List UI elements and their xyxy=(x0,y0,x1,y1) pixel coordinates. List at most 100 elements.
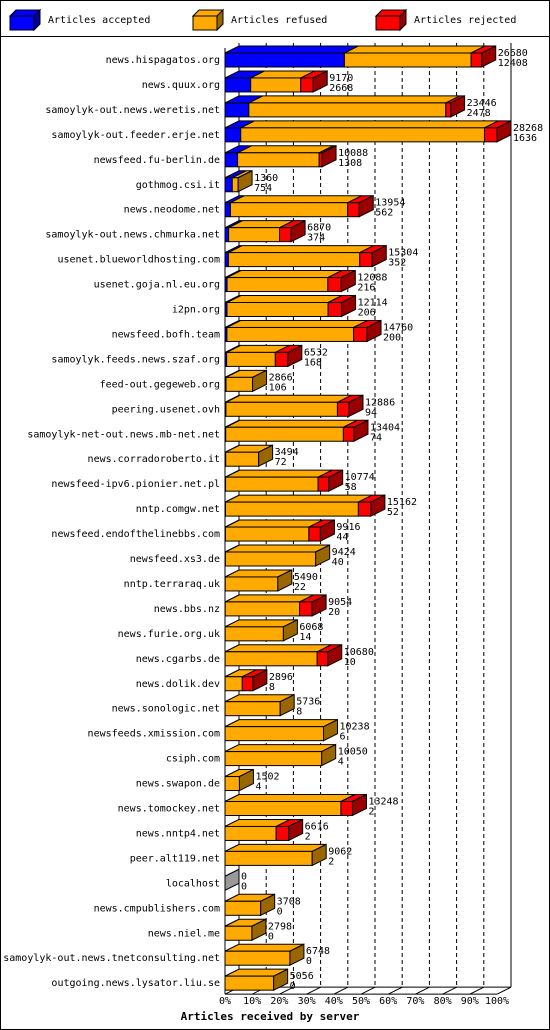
y-tick-label: samoylyk-out.news.weretis.net xyxy=(45,105,220,116)
bar-side xyxy=(351,793,367,817)
accepted-label: 22 xyxy=(294,582,306,593)
bar-side xyxy=(481,45,497,68)
bar-segment xyxy=(317,476,330,492)
bar-top xyxy=(224,843,327,852)
total-label: 26680 xyxy=(498,48,528,59)
total-label: 13404 xyxy=(370,422,400,433)
y-tick-label: usenet.goja.nl.eu.org xyxy=(94,280,220,291)
accepted-label: 0 xyxy=(290,981,296,992)
y-tick-label: usenet.blueworldhosting.com xyxy=(57,255,220,266)
total-label: 28268 xyxy=(513,123,543,134)
bar-top xyxy=(344,45,486,54)
accepted-label: 0 xyxy=(306,956,312,967)
accepted-label: 2 xyxy=(305,831,311,842)
bar-side xyxy=(366,319,382,343)
bar-segment xyxy=(308,526,321,542)
bar-top xyxy=(226,319,368,328)
bar-side xyxy=(341,294,357,318)
bar-segment xyxy=(240,127,485,143)
x-tick-label: 0% xyxy=(219,996,231,1007)
bar-segment xyxy=(224,576,279,592)
bar-segment xyxy=(224,551,317,567)
bar-side xyxy=(496,120,512,143)
bar-top xyxy=(225,519,324,528)
x-tick-label: 100% xyxy=(485,996,509,1007)
accepted-label: 72 xyxy=(275,457,287,468)
bar-side xyxy=(321,144,337,168)
accepted-label: 0 xyxy=(277,906,283,917)
x-tick xyxy=(333,986,349,995)
accepted-label: 2668 xyxy=(329,83,353,94)
bar-side xyxy=(321,743,337,767)
x-axis-title: Articles received by server xyxy=(181,1010,360,1023)
bar-segment xyxy=(357,501,372,517)
bar-segment xyxy=(226,277,329,293)
accepted-label: 168 xyxy=(304,357,322,368)
bar-side xyxy=(237,169,253,193)
bar-top xyxy=(225,419,358,428)
bar-segment xyxy=(248,102,447,118)
accepted-label: 374 xyxy=(307,233,325,244)
bar-top xyxy=(226,270,343,279)
y-tick-label: news.cmpublishers.com xyxy=(94,903,220,914)
x-tick-label: 90% xyxy=(461,996,479,1007)
bar-segment xyxy=(228,227,281,243)
total-label: 5736 xyxy=(296,697,320,708)
accepted-label: 94 xyxy=(365,407,377,418)
bar-side xyxy=(252,668,268,692)
bar-side xyxy=(258,444,274,468)
accepted-label: 1636 xyxy=(513,133,537,144)
bar-segment xyxy=(359,252,373,268)
accepted-label: 12408 xyxy=(498,58,528,69)
bar-segment xyxy=(336,401,350,417)
bar-segment xyxy=(279,227,292,243)
x-tick-label: 60% xyxy=(379,996,397,1007)
bar-segment xyxy=(224,850,313,866)
accepted-label: 6 xyxy=(340,732,346,743)
total-label: 12114 xyxy=(358,298,388,309)
x-tick xyxy=(306,986,321,995)
bar-segment xyxy=(224,252,229,268)
bar-side xyxy=(370,494,386,517)
legend-label: Articles refused xyxy=(231,15,327,26)
accepted-label: 106 xyxy=(269,382,287,393)
bar-segment xyxy=(300,77,314,93)
bar-side xyxy=(290,219,306,243)
y-tick-label: news.bbs.nz xyxy=(154,604,220,615)
bar-segment xyxy=(226,326,355,342)
y-tick-label: newsfeed.endofthelinebbs.com xyxy=(51,529,220,540)
accepted-label: 200 xyxy=(383,332,401,343)
y-tick-label: news.quux.org xyxy=(142,80,220,91)
legend-swatch xyxy=(9,15,35,31)
accepted-label: 40 xyxy=(332,557,344,568)
x-tick xyxy=(387,986,403,995)
bar-segment xyxy=(299,601,313,617)
y-tick-label: news.furie.org.uk xyxy=(118,629,220,640)
total-label: 2798 xyxy=(268,921,292,932)
bar-segment xyxy=(274,351,289,367)
bar-side xyxy=(279,693,295,717)
y-tick-label: news.corradoroberto.it xyxy=(88,454,220,465)
accepted-label: 562 xyxy=(375,208,393,219)
total-label: 1360 xyxy=(254,173,278,184)
bar-segment xyxy=(327,277,342,293)
bar-segment xyxy=(225,451,260,467)
x-tick-label: 50% xyxy=(352,996,370,1007)
accepted-label: 20 xyxy=(328,607,340,618)
total-label: 6616 xyxy=(305,821,329,832)
total-label: 12886 xyxy=(365,397,395,408)
total-label: 9054 xyxy=(328,597,352,608)
bar-side xyxy=(289,943,305,967)
accepted-label: 10 xyxy=(344,657,356,668)
y-tick-label: peering.usenet.ovh xyxy=(112,404,220,415)
bar-segment xyxy=(483,127,498,143)
accepted-label: 216 xyxy=(357,283,375,294)
x-tick xyxy=(360,986,376,995)
accepted-label: 4 xyxy=(255,782,261,793)
x-tick-label: 40% xyxy=(325,996,343,1007)
bar-top xyxy=(225,494,373,503)
y-tick-label: news.niel.me xyxy=(148,928,220,939)
bar-segment xyxy=(327,302,343,317)
bar-segment xyxy=(353,326,368,342)
